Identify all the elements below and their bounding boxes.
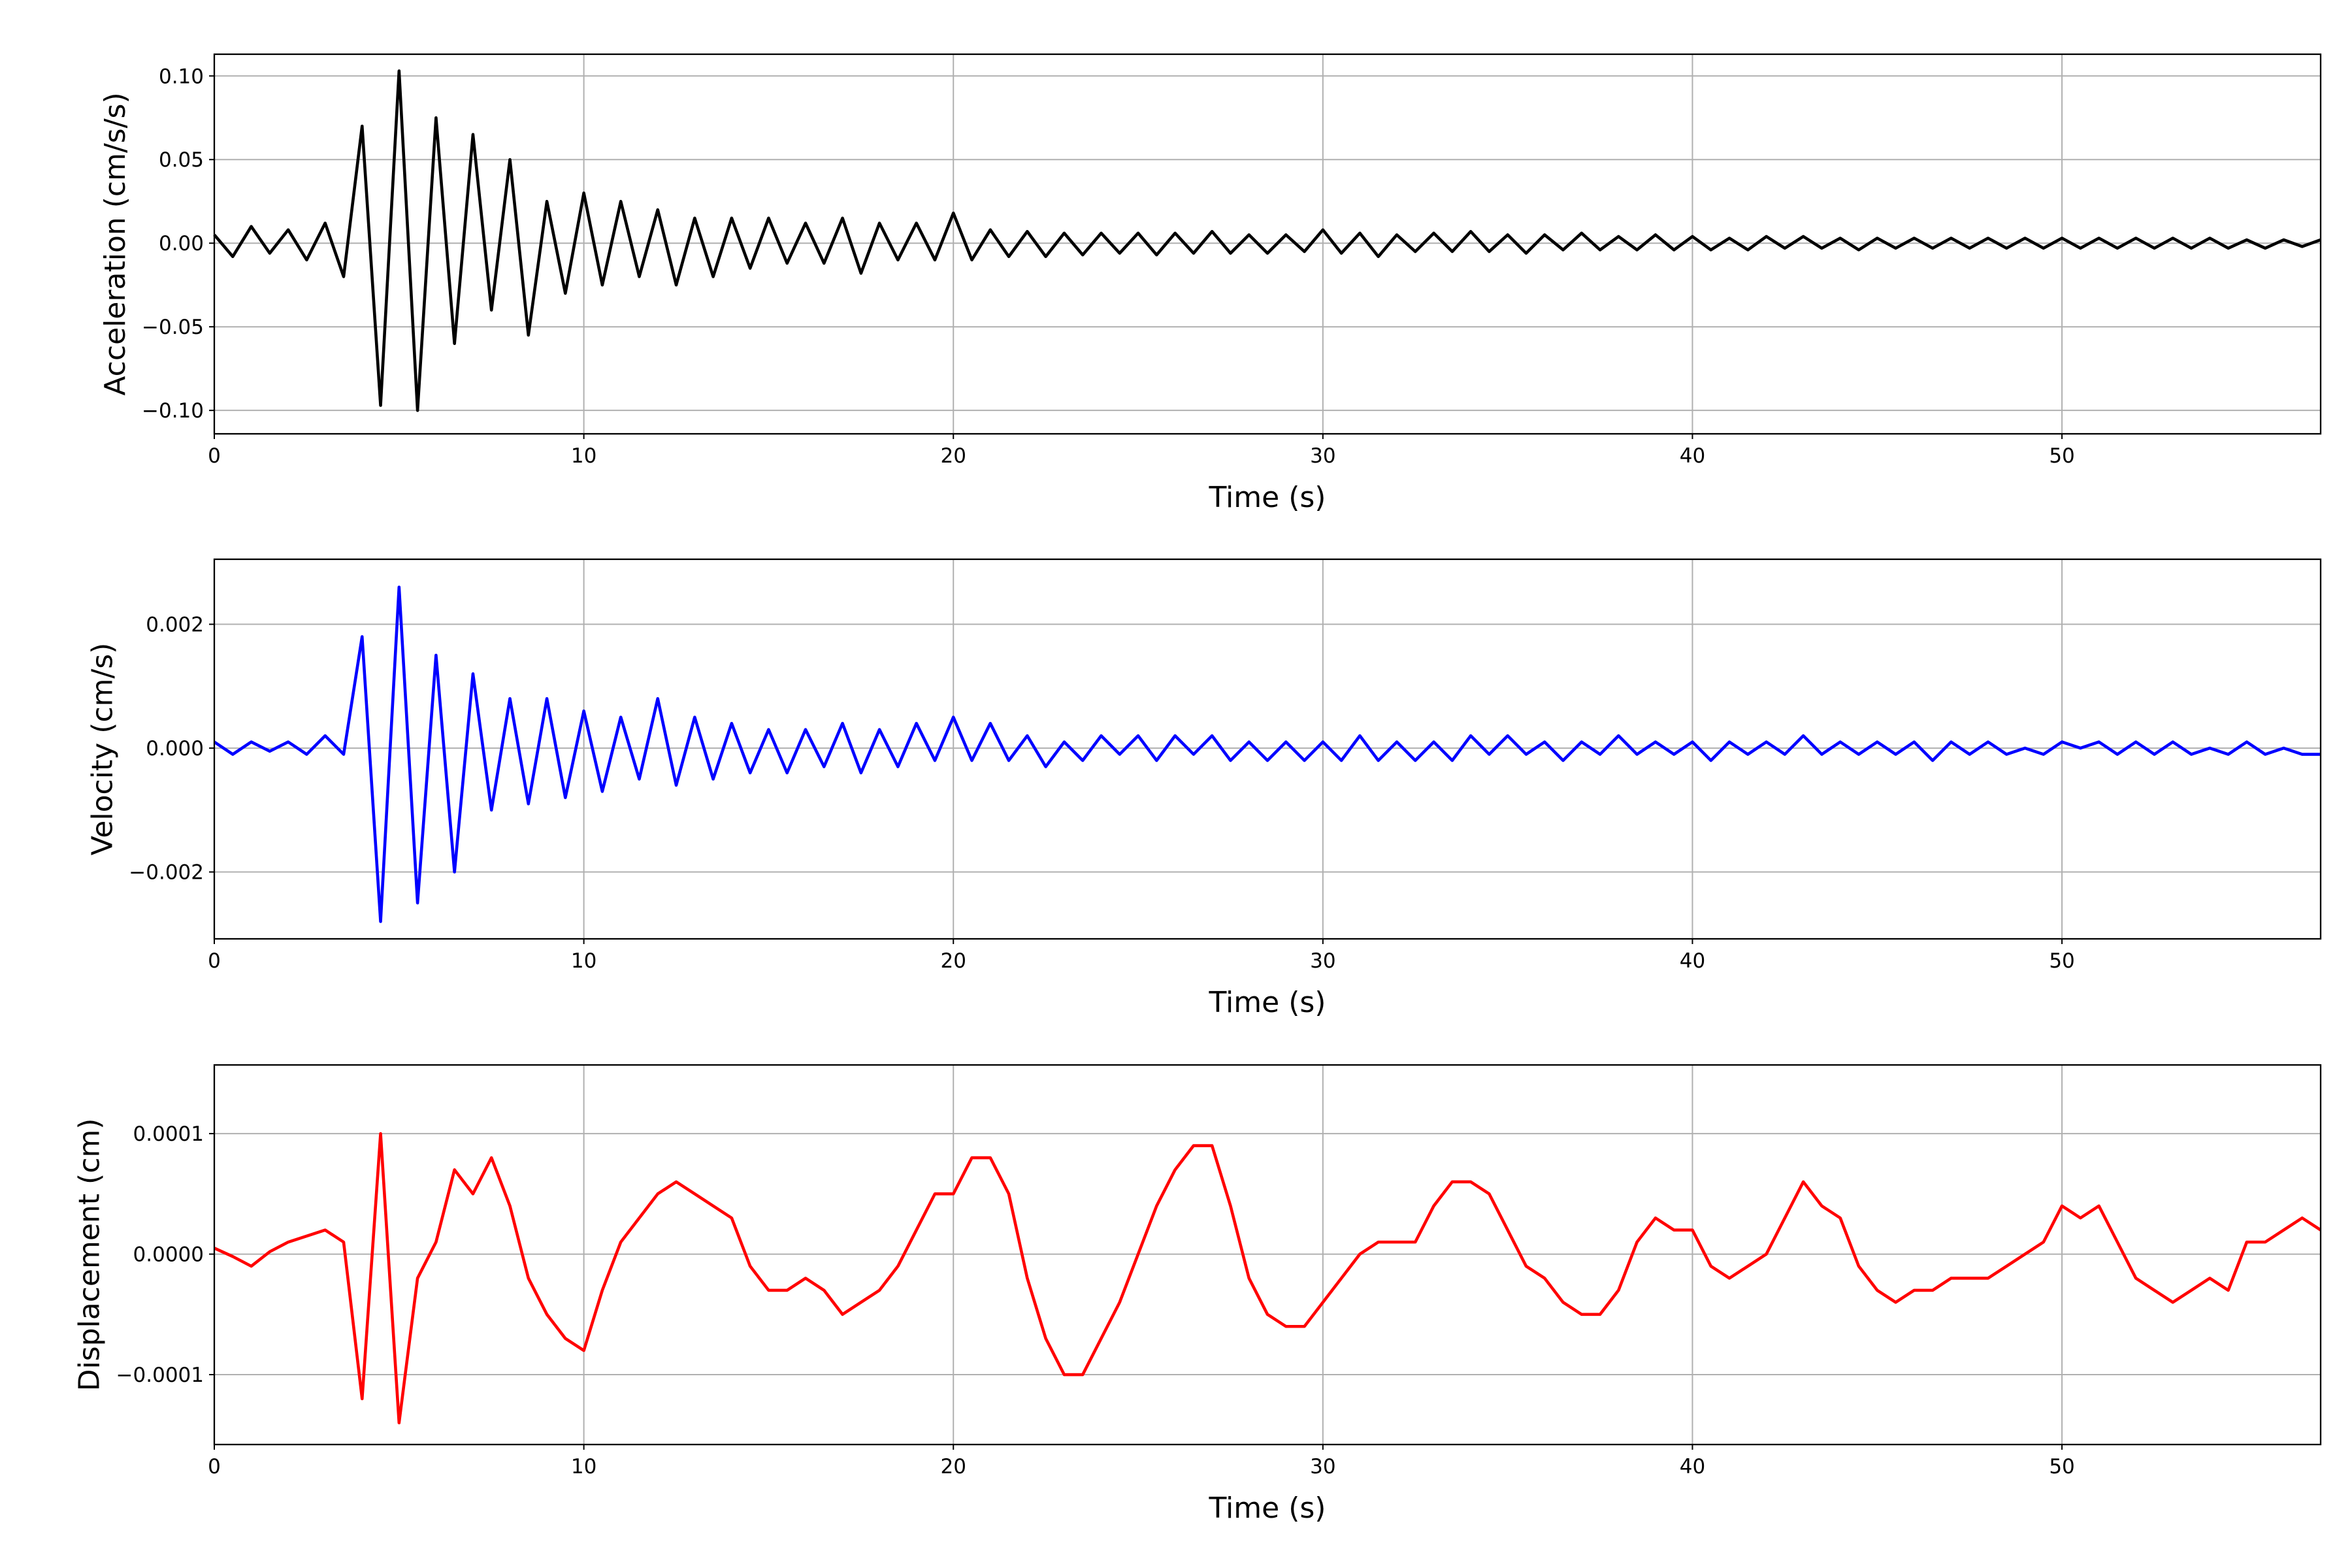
axes-frame (213, 53, 2322, 435)
y-tick-label: −0.10 (142, 399, 204, 423)
x-tick-label: 40 (1680, 444, 1705, 468)
x-tick-label: 50 (2049, 444, 2074, 468)
y-tick-label: 0.00 (159, 232, 204, 255)
x-tick-label: 50 (2049, 1455, 2074, 1478)
x-tick-label: 0 (208, 444, 221, 468)
x-tick-label: 10 (571, 444, 596, 468)
x-tick-label: 10 (571, 1455, 596, 1478)
x-tick-label: 40 (1680, 1455, 1705, 1478)
y-tick-label: 0.10 (159, 65, 204, 88)
y-tick-label: −0.0001 (116, 1364, 204, 1387)
x-tick-label: 0 (208, 1455, 221, 1478)
data-line (213, 69, 2321, 412)
x-tick-label: 30 (1310, 949, 1335, 973)
y-tick-label: 0.05 (159, 148, 204, 172)
y-tick-label: 0.0001 (133, 1122, 204, 1146)
y-axis-label: Velocity (cm/s) (86, 643, 119, 856)
subplot: 0 10 20 30 40 50 −0.002 0.000 0.002 Time (s) Veloc… (86, 558, 2322, 1019)
x-axis-label: Time (s) (1209, 481, 1326, 514)
x-tick-label: 20 (941, 444, 966, 468)
data-line (214, 1132, 2322, 1425)
x-tick-label: 20 (941, 1455, 966, 1478)
y-tick-label: 0.0000 (133, 1243, 204, 1267)
x-tick-label: 30 (1310, 1455, 1335, 1478)
subplot: 0 10 20 30 40 50 −0.10 −0.05 0.00 0.05 0.10 Time (s… (99, 53, 2322, 514)
y-tick-label: 0.000 (146, 737, 204, 760)
y-tick-label: −0.05 (142, 316, 204, 339)
x-tick-label: 30 (1310, 444, 1335, 468)
axes-frame (213, 558, 2322, 940)
x-axis-label: Time (s) (1209, 986, 1326, 1019)
x-tick-label: 0 (208, 949, 221, 973)
x-tick-label: 20 (941, 949, 966, 973)
subplot: 0 10 20 30 40 50 −0.0001 0.0000 0.0001 Time (s) Di… (73, 1064, 2322, 1525)
x-tick-label: 10 (571, 949, 596, 973)
x-axis-label: Time (s) (1209, 1492, 1326, 1525)
x-tick-label: 50 (2049, 949, 2074, 973)
data-line (213, 585, 2321, 923)
y-axis-label: Displacement (cm) (73, 1119, 106, 1392)
y-tick-label: −0.002 (129, 861, 204, 885)
x-tick-label: 40 (1680, 949, 1705, 973)
y-axis-label: Acceleration (cm/s/s) (99, 92, 132, 395)
y-tick-label: 0.002 (146, 613, 204, 637)
